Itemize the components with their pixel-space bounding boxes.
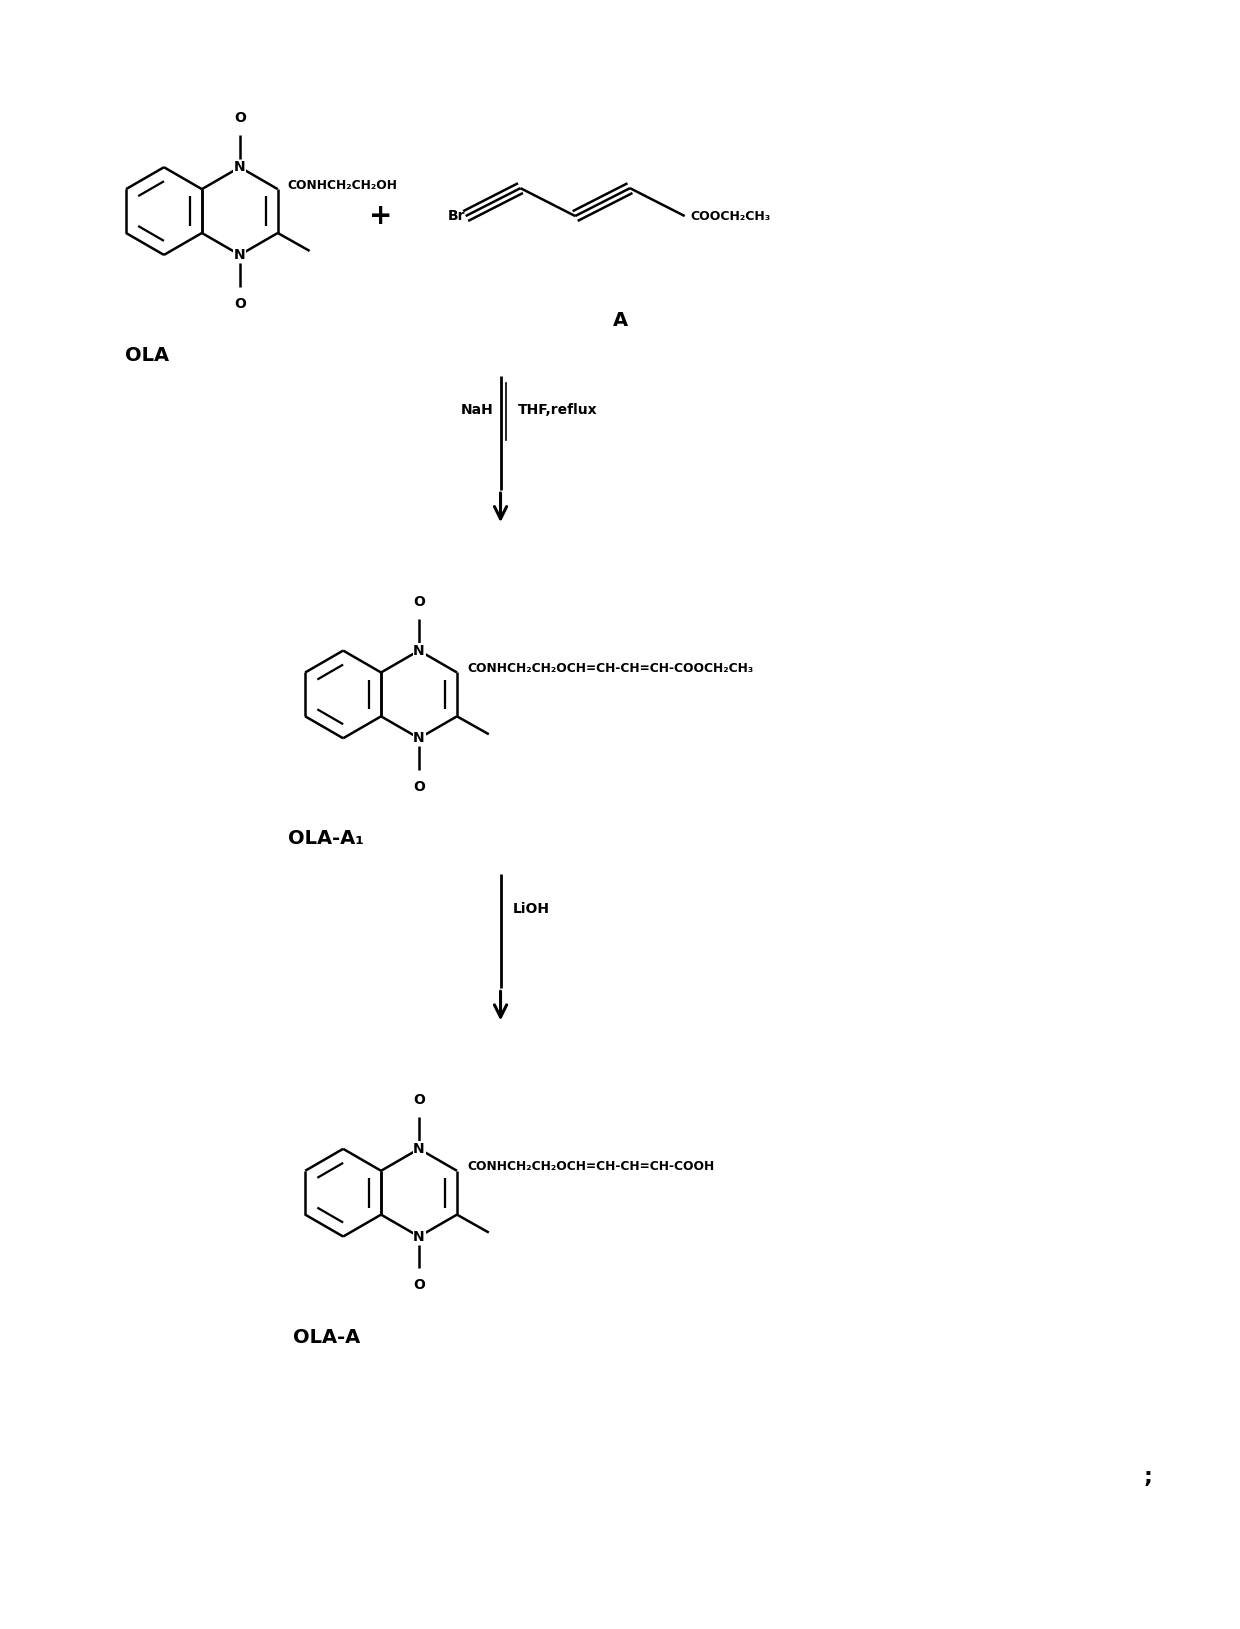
Text: N: N <box>413 1142 425 1157</box>
Text: +: + <box>370 202 393 230</box>
Text: CONHCH₂CH₂OCH=CH-CH=CH-COOCH₂CH₃: CONHCH₂CH₂OCH=CH-CH=CH-COOCH₂CH₃ <box>467 661 753 674</box>
Text: NaH: NaH <box>461 404 494 417</box>
Text: ;: ; <box>1143 1466 1152 1487</box>
Text: OLA-A: OLA-A <box>293 1328 360 1347</box>
Text: O: O <box>234 111 246 125</box>
Text: OLA: OLA <box>125 345 169 365</box>
Text: O: O <box>413 1093 425 1108</box>
Text: N: N <box>234 248 246 262</box>
Text: Br: Br <box>448 209 466 223</box>
Text: O: O <box>413 595 425 609</box>
Text: THF,reflux: THF,reflux <box>517 404 598 417</box>
Text: O: O <box>234 296 246 311</box>
Text: A: A <box>613 311 627 331</box>
Text: O: O <box>413 780 425 793</box>
Text: CONHCH₂CH₂OCH=CH-CH=CH-COOH: CONHCH₂CH₂OCH=CH-CH=CH-COOH <box>467 1160 714 1173</box>
Text: O: O <box>413 1279 425 1292</box>
Text: CONHCH₂CH₂OH: CONHCH₂CH₂OH <box>288 179 398 192</box>
Text: N: N <box>413 1230 425 1243</box>
Text: N: N <box>413 643 425 658</box>
Text: N: N <box>413 731 425 744</box>
Text: LiOH: LiOH <box>512 902 549 915</box>
Text: OLA-A₁: OLA-A₁ <box>289 829 365 849</box>
Text: N: N <box>234 160 246 174</box>
Text: COOCH₂CH₃: COOCH₂CH₃ <box>691 210 771 223</box>
